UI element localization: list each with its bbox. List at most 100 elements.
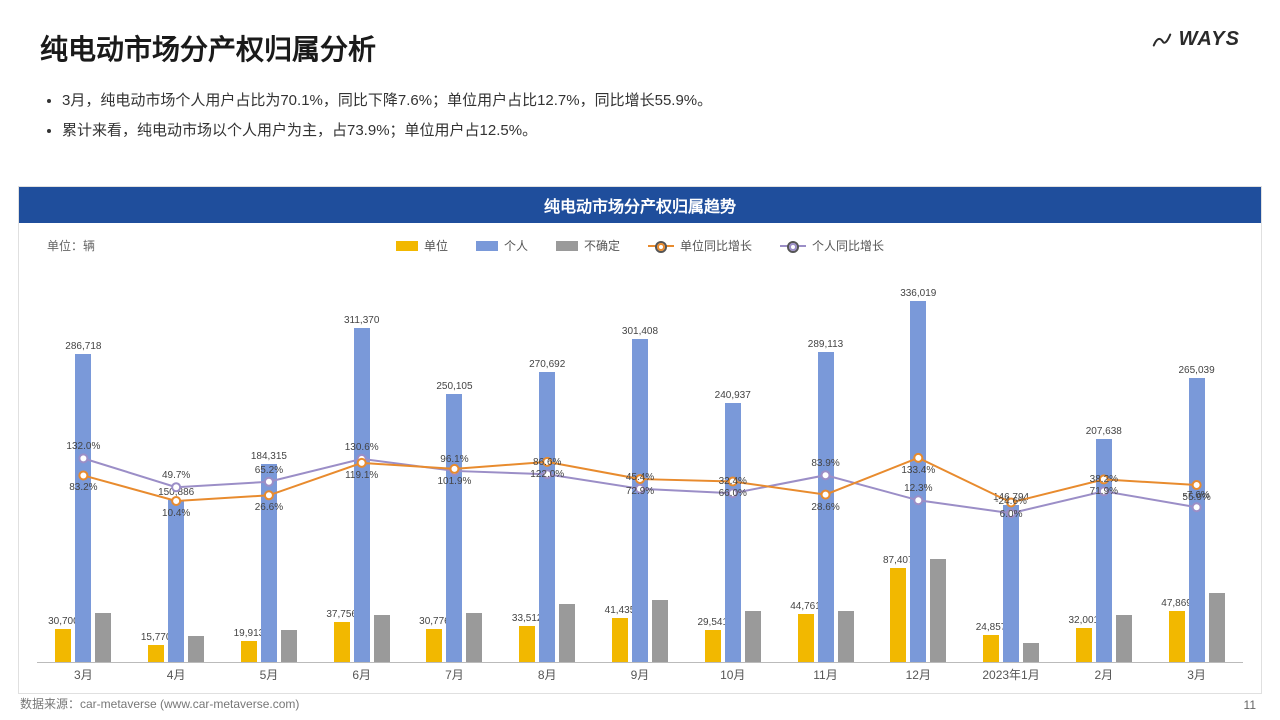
chart-column: 87,407336,019 bbox=[872, 265, 965, 662]
x-axis-label: 7月 bbox=[408, 666, 501, 683]
page-title: 纯电动市场分产权归属分析 bbox=[40, 28, 376, 68]
bar-buqueding bbox=[1209, 593, 1225, 662]
bar-value-label: 30,776 bbox=[419, 616, 450, 627]
bar-value-label: 270,692 bbox=[529, 359, 565, 370]
header: 纯电动市场分产权归属分析 WAYS bbox=[40, 28, 1240, 68]
chart-column: 30,700286,718 bbox=[37, 265, 130, 662]
bar-value-label: 311,370 bbox=[344, 315, 379, 326]
bar-danwei: 33,512 bbox=[519, 626, 535, 662]
bar-geren: 150,886 bbox=[168, 500, 184, 662]
x-axis: 3月4月5月6月7月8月9月10月11月12月2023年1月2月3月 bbox=[37, 666, 1243, 683]
chart-column: 15,770150,886 bbox=[130, 265, 223, 662]
x-axis-label: 3月 bbox=[1150, 666, 1243, 683]
bar-buqueding bbox=[188, 636, 204, 662]
bar-buqueding bbox=[281, 630, 297, 662]
bar-buqueding bbox=[374, 615, 390, 662]
bar-danwei: 19,913 bbox=[241, 641, 257, 662]
chart-column: 29,541240,937 bbox=[686, 265, 779, 662]
bar-buqueding bbox=[745, 611, 761, 663]
x-axis-label: 11月 bbox=[779, 666, 872, 683]
bar-geren: 265,039 bbox=[1189, 378, 1205, 662]
bar-value-label: 41,435 bbox=[605, 605, 636, 616]
bar-value-label: 44,761 bbox=[790, 601, 821, 612]
bar-buqueding bbox=[652, 600, 668, 662]
chart-column: 33,512270,692 bbox=[501, 265, 594, 662]
bar-danwei: 29,541 bbox=[705, 630, 721, 662]
bar-buqueding bbox=[466, 613, 482, 662]
swatch-icon bbox=[648, 245, 674, 247]
unit-label: 单位：辆 bbox=[47, 237, 95, 254]
bar-buqueding bbox=[838, 611, 854, 663]
bar-geren: 146,794 bbox=[1003, 505, 1019, 663]
swatch-icon bbox=[780, 245, 806, 247]
x-axis-label: 6月 bbox=[315, 666, 408, 683]
legend-geren: 个人 bbox=[476, 237, 528, 254]
page-number: 11 bbox=[1244, 698, 1256, 712]
chart-column: 47,869265,039 bbox=[1150, 265, 1243, 662]
bar-value-label: 265,039 bbox=[1178, 365, 1214, 376]
bar-geren: 250,105 bbox=[446, 394, 462, 662]
bar-geren: 301,408 bbox=[632, 339, 648, 662]
bar-danwei: 87,407 bbox=[890, 568, 906, 662]
bar-danwei: 30,776 bbox=[426, 629, 442, 662]
chart-column: 41,435301,408 bbox=[594, 265, 687, 662]
chart-container: 纯电动市场分产权归属趋势 单位：辆 单位 个人 不确定 单位同比增长 bbox=[18, 186, 1262, 694]
bar-geren: 336,019 bbox=[910, 301, 926, 662]
swatch-icon bbox=[556, 241, 578, 251]
x-axis-label: 9月 bbox=[594, 666, 687, 683]
bar-danwei: 30,700 bbox=[55, 629, 71, 662]
chart-column: 44,761289,113 bbox=[779, 265, 872, 662]
bar-value-label: 250,105 bbox=[436, 381, 472, 392]
bar-value-label: 37,756 bbox=[326, 609, 357, 620]
legend-geren-growth: 个人同比增长 bbox=[780, 237, 884, 254]
bullet-item: 3月，纯电动市场个人用户占比为70.1%，同比下降7.6%；单位用户占比12.7… bbox=[62, 86, 1240, 116]
bullet-list: 3月，纯电动市场个人用户占比为70.1%，同比下降7.6%；单位用户占比12.7… bbox=[44, 86, 1240, 146]
bar-geren: 270,692 bbox=[539, 372, 555, 662]
bar-value-label: 207,638 bbox=[1086, 426, 1122, 437]
bar-geren: 184,315 bbox=[261, 464, 277, 662]
bar-geren: 207,638 bbox=[1096, 439, 1112, 662]
chart-column: 37,756 311,370 bbox=[315, 265, 408, 662]
bar-danwei: 44,761 bbox=[798, 614, 814, 662]
logo: WAYS bbox=[1151, 28, 1240, 51]
bar-value-label: 240,937 bbox=[715, 390, 751, 401]
x-axis-label: 3月 bbox=[37, 666, 130, 683]
chart-column: 32,001207,638 bbox=[1057, 265, 1150, 662]
bar-value-label: 15,770 bbox=[141, 632, 172, 643]
bar-value-label: 24,857 bbox=[976, 622, 1007, 633]
bar-danwei: 41,435 bbox=[612, 618, 628, 662]
plot-area: 30,700286,71815,770150,88619,913184,3153… bbox=[37, 265, 1243, 663]
bar-geren: 286,718 bbox=[75, 354, 91, 662]
bar-value-label: 184,315 bbox=[251, 451, 287, 462]
legend-danwei-growth: 单位同比增长 bbox=[648, 237, 752, 254]
bar-value-label: 87,407 bbox=[883, 555, 914, 566]
bar-danwei: 15,770 bbox=[148, 645, 164, 662]
bar-danwei: 32,001 bbox=[1076, 628, 1092, 662]
swatch-icon bbox=[476, 241, 498, 251]
bar-buqueding bbox=[1023, 643, 1039, 662]
chart-title: 纯电动市场分产权归属趋势 bbox=[19, 187, 1261, 223]
swatch-icon bbox=[396, 241, 418, 251]
bar-value-label: 33,512 bbox=[512, 613, 543, 624]
chart-body: 单位：辆 单位 个人 不确定 单位同比增长 bbox=[19, 223, 1261, 693]
x-axis-label: 8月 bbox=[501, 666, 594, 683]
footer-source: 数据来源：car-metaverse (www.car-metaverse.co… bbox=[20, 695, 299, 712]
bar-danwei: 47,869 bbox=[1169, 611, 1185, 662]
bar-value-label: 30,700 bbox=[48, 616, 79, 627]
bar-value-label: 336,019 bbox=[900, 288, 936, 299]
x-axis-label: 5月 bbox=[223, 666, 316, 683]
bar-geren: 289,113 bbox=[818, 352, 834, 662]
x-axis-label: 2月 bbox=[1057, 666, 1150, 683]
x-axis-label: 4月 bbox=[130, 666, 223, 683]
bar-value-label: 19,913 bbox=[234, 628, 265, 639]
bar-value-label: 29,541 bbox=[697, 617, 728, 628]
bar-danwei: 37,756 bbox=[334, 622, 350, 663]
bar-danwei: 24,857 bbox=[983, 635, 999, 662]
legend: 单位 个人 不确定 单位同比增长 个人同比增长 bbox=[37, 237, 1243, 254]
bar-geren: 240,937 bbox=[725, 403, 741, 662]
bar-buqueding bbox=[559, 604, 575, 662]
chart-column: 19,913184,315 bbox=[223, 265, 316, 662]
bar-value-label: 289,113 bbox=[808, 339, 843, 350]
bar-value-label: 146,794 bbox=[993, 492, 1029, 503]
bar-value-label: 47,869 bbox=[1161, 598, 1192, 609]
